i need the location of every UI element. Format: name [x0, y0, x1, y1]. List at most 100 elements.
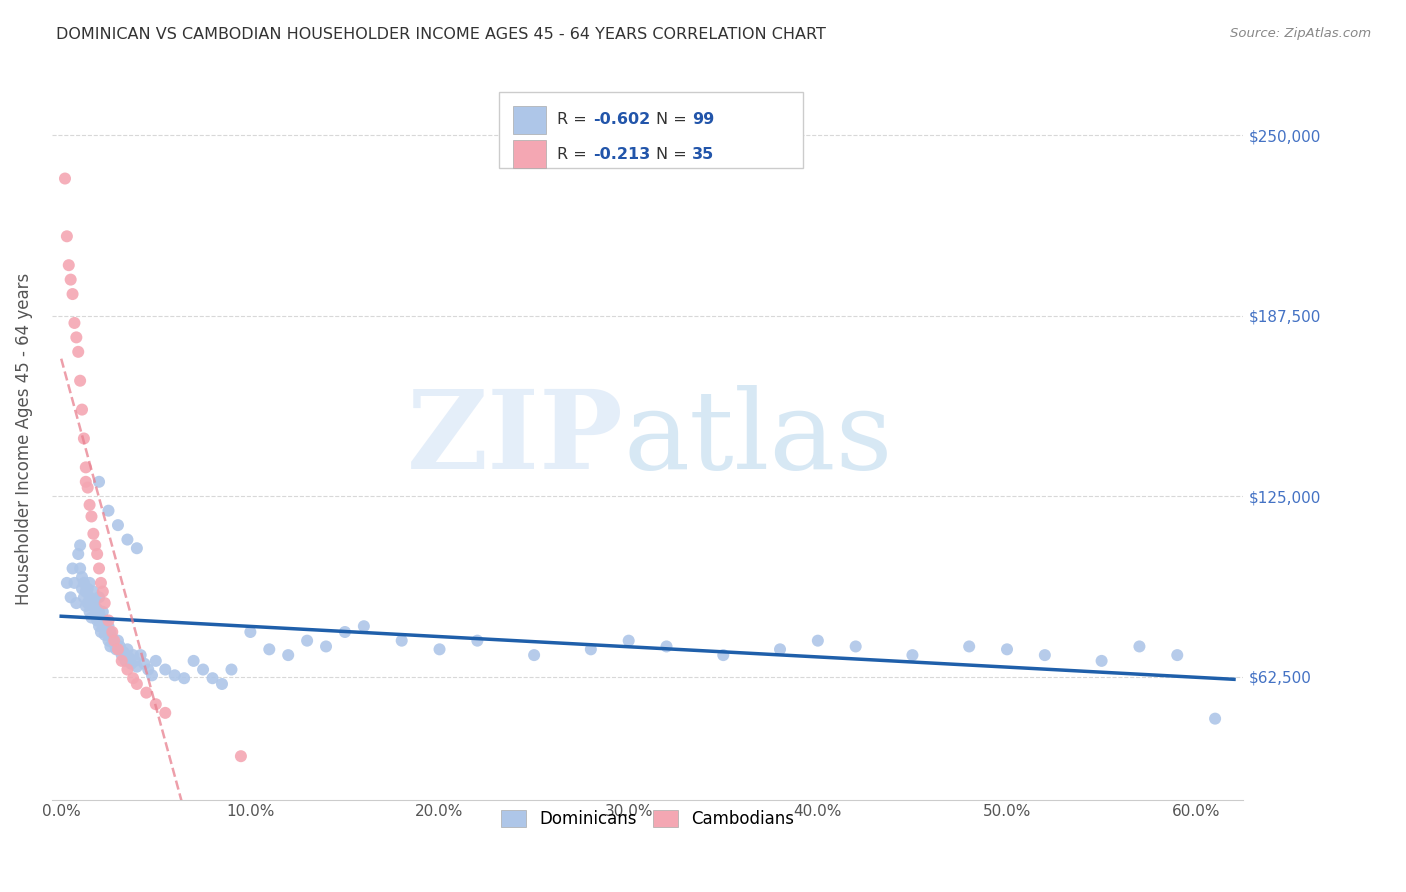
Point: [73, 432, 96, 446]
Point: [69, 561, 91, 575]
Point: [125, 541, 148, 556]
Point: [97, 619, 120, 633]
Point: [211, 677, 233, 691]
FancyBboxPatch shape: [499, 92, 803, 168]
Point: [62, 561, 84, 575]
Point: [391, 633, 413, 648]
Point: [69, 538, 91, 552]
FancyBboxPatch shape: [513, 140, 547, 168]
Point: [134, 657, 156, 671]
Point: [277, 648, 299, 662]
Point: [1090, 654, 1112, 668]
Point: [114, 654, 136, 668]
Point: [183, 654, 205, 668]
Point: [125, 677, 148, 691]
Point: [84, 538, 107, 552]
Point: [136, 663, 159, 677]
Point: [103, 636, 125, 650]
Point: [87, 561, 110, 575]
Point: [82, 526, 104, 541]
Point: [87, 605, 110, 619]
Point: [67, 547, 90, 561]
Point: [87, 619, 110, 633]
Point: [191, 663, 214, 677]
Point: [86, 614, 108, 628]
Point: [111, 648, 134, 662]
Text: ZIP: ZIP: [406, 385, 624, 492]
Point: [107, 633, 129, 648]
Point: [58, 258, 80, 272]
Point: [845, 640, 868, 654]
Point: [118, 651, 141, 665]
Point: [100, 625, 122, 640]
Text: N =: N =: [657, 146, 692, 161]
Point: [56, 575, 79, 590]
Point: [315, 640, 337, 654]
Point: [79, 498, 101, 512]
Text: Source: ZipAtlas.com: Source: ZipAtlas.com: [1230, 27, 1371, 40]
Point: [523, 648, 546, 662]
Point: [93, 614, 115, 628]
Point: [145, 697, 167, 711]
Point: [93, 628, 115, 642]
Point: [59, 591, 82, 605]
Point: [73, 575, 96, 590]
Point: [711, 648, 734, 662]
Point: [86, 602, 108, 616]
Point: [901, 648, 924, 662]
Point: [80, 509, 103, 524]
Point: [117, 533, 139, 547]
Point: [135, 686, 157, 700]
Point: [579, 642, 602, 657]
Point: [79, 591, 101, 605]
Point: [353, 619, 375, 633]
Point: [82, 584, 104, 599]
Point: [124, 654, 146, 668]
Point: [63, 316, 86, 330]
Point: [86, 547, 108, 561]
Point: [429, 642, 451, 657]
Point: [84, 593, 107, 607]
Point: [617, 633, 640, 648]
Point: [995, 642, 1018, 657]
Point: [75, 475, 97, 489]
Point: [122, 671, 145, 685]
Text: N =: N =: [657, 112, 692, 128]
Point: [120, 657, 142, 671]
Point: [100, 640, 122, 654]
Point: [80, 610, 103, 624]
Text: atlas: atlas: [624, 385, 893, 492]
Point: [96, 622, 118, 636]
Point: [295, 633, 318, 648]
Point: [76, 596, 98, 610]
Point: [75, 599, 97, 613]
Point: [173, 671, 195, 685]
Point: [155, 663, 177, 677]
Point: [101, 631, 124, 645]
Point: [155, 706, 177, 720]
Point: [65, 596, 87, 610]
Point: [76, 481, 98, 495]
Point: [75, 584, 97, 599]
Point: [80, 596, 103, 610]
Point: [90, 625, 112, 640]
Text: R =: R =: [557, 112, 592, 128]
Point: [1204, 712, 1226, 726]
Point: [75, 460, 97, 475]
Point: [90, 575, 112, 590]
Text: -0.602: -0.602: [593, 112, 650, 128]
Point: [53, 171, 76, 186]
Point: [90, 610, 112, 624]
Point: [957, 640, 980, 654]
Point: [117, 642, 139, 657]
Point: [84, 607, 107, 622]
Point: [70, 582, 93, 596]
Point: [1128, 640, 1150, 654]
Point: [163, 668, 186, 682]
Point: [79, 605, 101, 619]
Point: [117, 663, 139, 677]
Point: [111, 654, 134, 668]
Text: 99: 99: [692, 112, 714, 128]
Point: [56, 229, 79, 244]
FancyBboxPatch shape: [513, 106, 547, 134]
